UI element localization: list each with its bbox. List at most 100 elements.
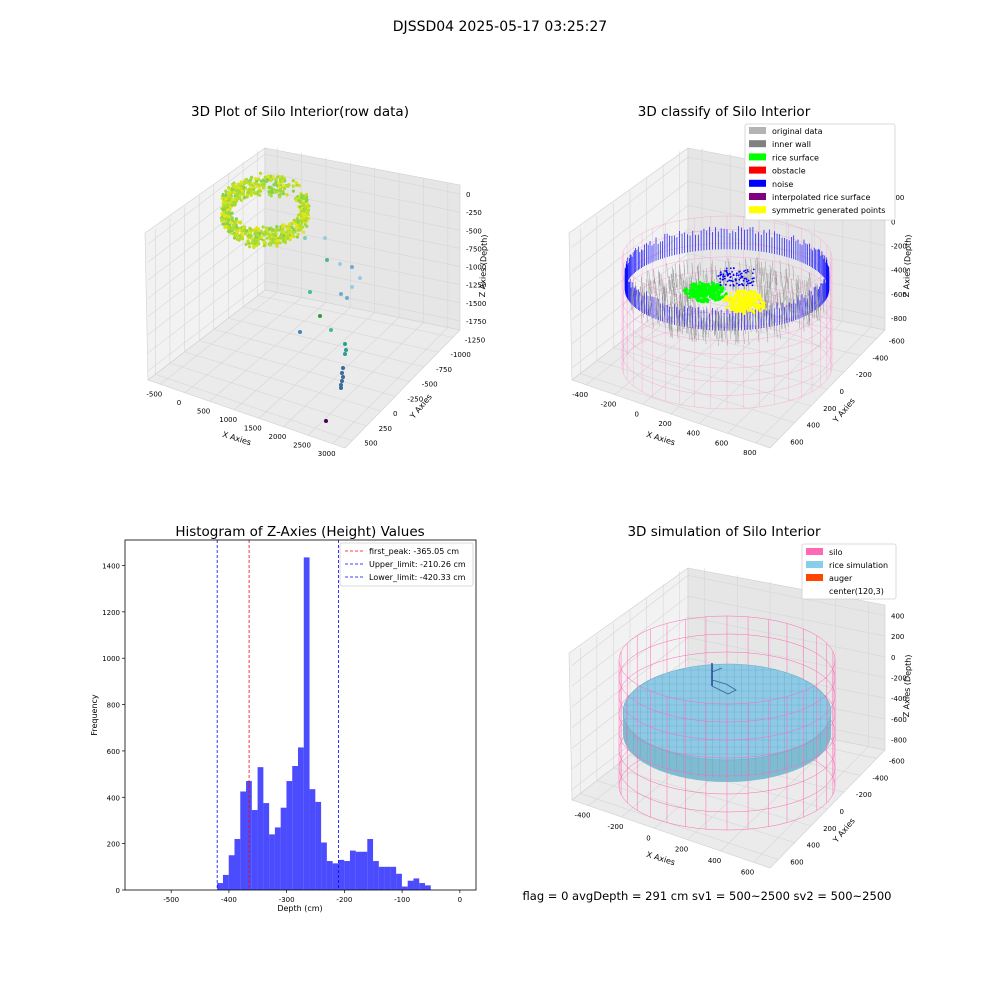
symmetric-point [744, 294, 748, 298]
inner-wall-point [758, 279, 761, 294]
x-tick-label: 1500 [244, 424, 262, 432]
rice-surface-point [709, 286, 713, 290]
point [304, 199, 309, 203]
point [350, 265, 354, 269]
inner-wall-point [688, 326, 690, 341]
inner-wall-point [675, 273, 677, 288]
inner-wall-point [715, 325, 717, 340]
inner-wall-point [681, 284, 683, 299]
grid-line [184, 351, 382, 412]
grid-line [596, 360, 795, 424]
inner-wall-point [683, 265, 686, 280]
histogram-bars [217, 557, 431, 890]
point [261, 178, 266, 182]
rice-surface-point [698, 285, 702, 289]
inner-wall-point [731, 275, 734, 290]
point [281, 238, 286, 242]
inner-wall-point [766, 317, 768, 332]
symmetric-point [739, 302, 743, 306]
noise-point [729, 267, 732, 270]
histogram-bar [419, 883, 426, 890]
inner-wall-point [641, 276, 643, 291]
inner-wall-point [762, 268, 764, 283]
point [270, 241, 274, 245]
point [260, 235, 264, 239]
inner-wall-point [702, 307, 705, 322]
point [257, 231, 262, 235]
inner-wall-point [817, 300, 820, 315]
point [224, 200, 228, 204]
inner-wall-point [642, 289, 645, 304]
point [261, 225, 265, 229]
inner-wall-point [754, 259, 757, 274]
point [221, 193, 225, 197]
inner-wall-point [807, 293, 809, 308]
inner-wall-point [684, 297, 686, 312]
rice-surface-point [695, 285, 699, 289]
raw-x-axis-label: X Axies [221, 430, 252, 447]
symmetric-point [762, 306, 766, 310]
inner-wall-point [640, 286, 642, 301]
point [230, 216, 234, 220]
histogram-bar [378, 866, 385, 890]
inner-wall-point [690, 320, 693, 335]
symmetric-point [750, 297, 754, 301]
classify-y-ticks: 600 400 200 0 -200 -400 -600 [790, 337, 904, 446]
inner-wall-point [686, 276, 688, 291]
histogram-bar [355, 851, 362, 890]
y-tick-label: 200 [823, 405, 836, 413]
inner-wall-point [762, 312, 764, 328]
inner-wall-point [663, 306, 665, 321]
noise-point [740, 275, 743, 278]
point [339, 386, 343, 390]
histogram-bar [344, 861, 350, 890]
legend-swatch [806, 561, 823, 568]
inner-wall-point [718, 315, 721, 330]
point [263, 175, 267, 179]
inner-wall-point [680, 292, 682, 307]
classify-x-axis-label: X Axies [645, 430, 676, 447]
inner-wall-point [649, 286, 652, 301]
noise-point [724, 270, 726, 272]
noise-point [722, 276, 724, 278]
inner-wall-point [724, 314, 726, 329]
y-tick-label: 800 [107, 702, 120, 710]
z-tick-label: -600 [891, 291, 907, 299]
point [249, 176, 253, 180]
inner-wall-point [715, 317, 717, 332]
inner-wall-point [736, 311, 738, 326]
noise-point [738, 278, 741, 281]
point [243, 232, 248, 236]
symmetric-point [734, 299, 738, 303]
inner-wall-point [681, 320, 684, 335]
grid-line [147, 208, 461, 299]
inner-wall-point [786, 275, 789, 290]
point [244, 178, 248, 182]
inner-wall-point [776, 292, 778, 307]
grid-line [258, 312, 375, 419]
point [234, 225, 239, 229]
symmetric-point [744, 291, 748, 295]
inner-wall-point [769, 305, 771, 320]
noise-point [744, 269, 747, 272]
y-tick-label: -500 [422, 381, 438, 389]
grid-line [257, 295, 453, 338]
point [255, 243, 259, 247]
point [236, 220, 240, 224]
noise-point [724, 283, 727, 286]
inner-wall-point [769, 264, 772, 279]
symmetric-point [758, 296, 762, 300]
point [253, 232, 257, 236]
noise-point [719, 277, 722, 280]
inner-wall-point [714, 321, 716, 336]
inner-wall-point [756, 257, 758, 272]
histogram-bar [332, 863, 339, 890]
noise-point [729, 275, 732, 278]
point [254, 181, 258, 186]
classify-legend: original data inner wall rice surface obsta… [744, 123, 896, 221]
point [296, 232, 300, 237]
inner-wall-point [738, 311, 741, 326]
point [227, 198, 231, 202]
point [248, 181, 252, 185]
classify-panel-title: 3D classify of Silo Interior [638, 104, 811, 120]
